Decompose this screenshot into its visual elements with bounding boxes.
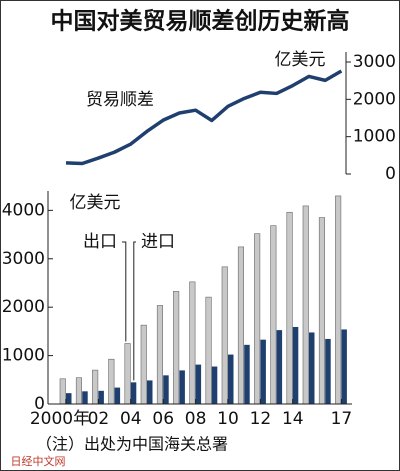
- leader-line: [133, 241, 136, 381]
- y-tick-label: 3000: [2, 249, 45, 269]
- bar: [147, 380, 153, 404]
- bar: [189, 281, 196, 405]
- y-tick-label: 4000: [2, 200, 45, 220]
- y-tick-label: 0: [34, 394, 45, 414]
- bar: [92, 369, 99, 405]
- bar: [302, 205, 309, 405]
- bar: [156, 305, 163, 405]
- y-unit: 亿美元: [70, 193, 121, 213]
- x-tick-label: 12: [250, 409, 272, 429]
- x-tick-label: 04: [120, 409, 142, 429]
- bar: [195, 364, 202, 404]
- bar: [335, 195, 342, 405]
- bar: [179, 370, 185, 404]
- bar: [237, 246, 244, 405]
- y-tick-label: 2000: [353, 89, 396, 109]
- leader-line: [122, 241, 127, 342]
- chart-title: 中国对美贸易顺差创历史新高: [51, 8, 350, 35]
- x-tick-label: 14: [282, 409, 304, 429]
- bar: [318, 217, 326, 405]
- series-label: 出口: [83, 232, 117, 252]
- bar: [108, 358, 115, 405]
- bar: [325, 338, 331, 404]
- bar: [228, 354, 234, 404]
- x-tick-label: 10: [217, 409, 239, 429]
- note: （注）出处为中国海关总署: [36, 435, 228, 454]
- bar: [75, 377, 82, 405]
- watermark: 日经中文网: [11, 454, 66, 468]
- x-tick-label: 02: [88, 409, 110, 429]
- bar: [82, 391, 88, 404]
- bar: [163, 375, 169, 404]
- y-tick-label: 1000: [2, 346, 45, 366]
- x-tick-label: 17: [331, 409, 353, 429]
- y-tick-label: 3000: [353, 52, 396, 72]
- bar: [286, 211, 293, 405]
- bar: [140, 324, 147, 405]
- bar: [114, 387, 121, 404]
- bar: [309, 332, 315, 404]
- bar: [124, 343, 131, 405]
- bar: [341, 329, 347, 404]
- bar: [173, 291, 180, 405]
- series-label: 贸易顺差: [86, 90, 154, 110]
- y-tick-label: 1000: [353, 127, 396, 147]
- bar: [59, 378, 66, 405]
- bar: [270, 225, 277, 405]
- bar: [66, 393, 72, 404]
- bar: [211, 366, 218, 404]
- y-tick-label: 0: [385, 164, 396, 184]
- series-label: 进口: [141, 232, 175, 252]
- x-tick-label: 08: [185, 409, 207, 429]
- bar: [260, 339, 266, 404]
- bar: [130, 382, 137, 404]
- x-tick-label: 06: [152, 409, 174, 429]
- bar: [98, 390, 104, 404]
- y-tick-label: 2000: [2, 297, 45, 317]
- bar: [292, 326, 299, 404]
- bar: [205, 296, 212, 405]
- bar: [276, 330, 283, 404]
- y-unit: 亿美元: [275, 50, 326, 70]
- bar: [244, 344, 250, 404]
- bar: [221, 266, 228, 405]
- bar: [254, 233, 261, 405]
- line: [65, 69, 343, 166]
- x-tick-label: 2000年: [30, 409, 90, 429]
